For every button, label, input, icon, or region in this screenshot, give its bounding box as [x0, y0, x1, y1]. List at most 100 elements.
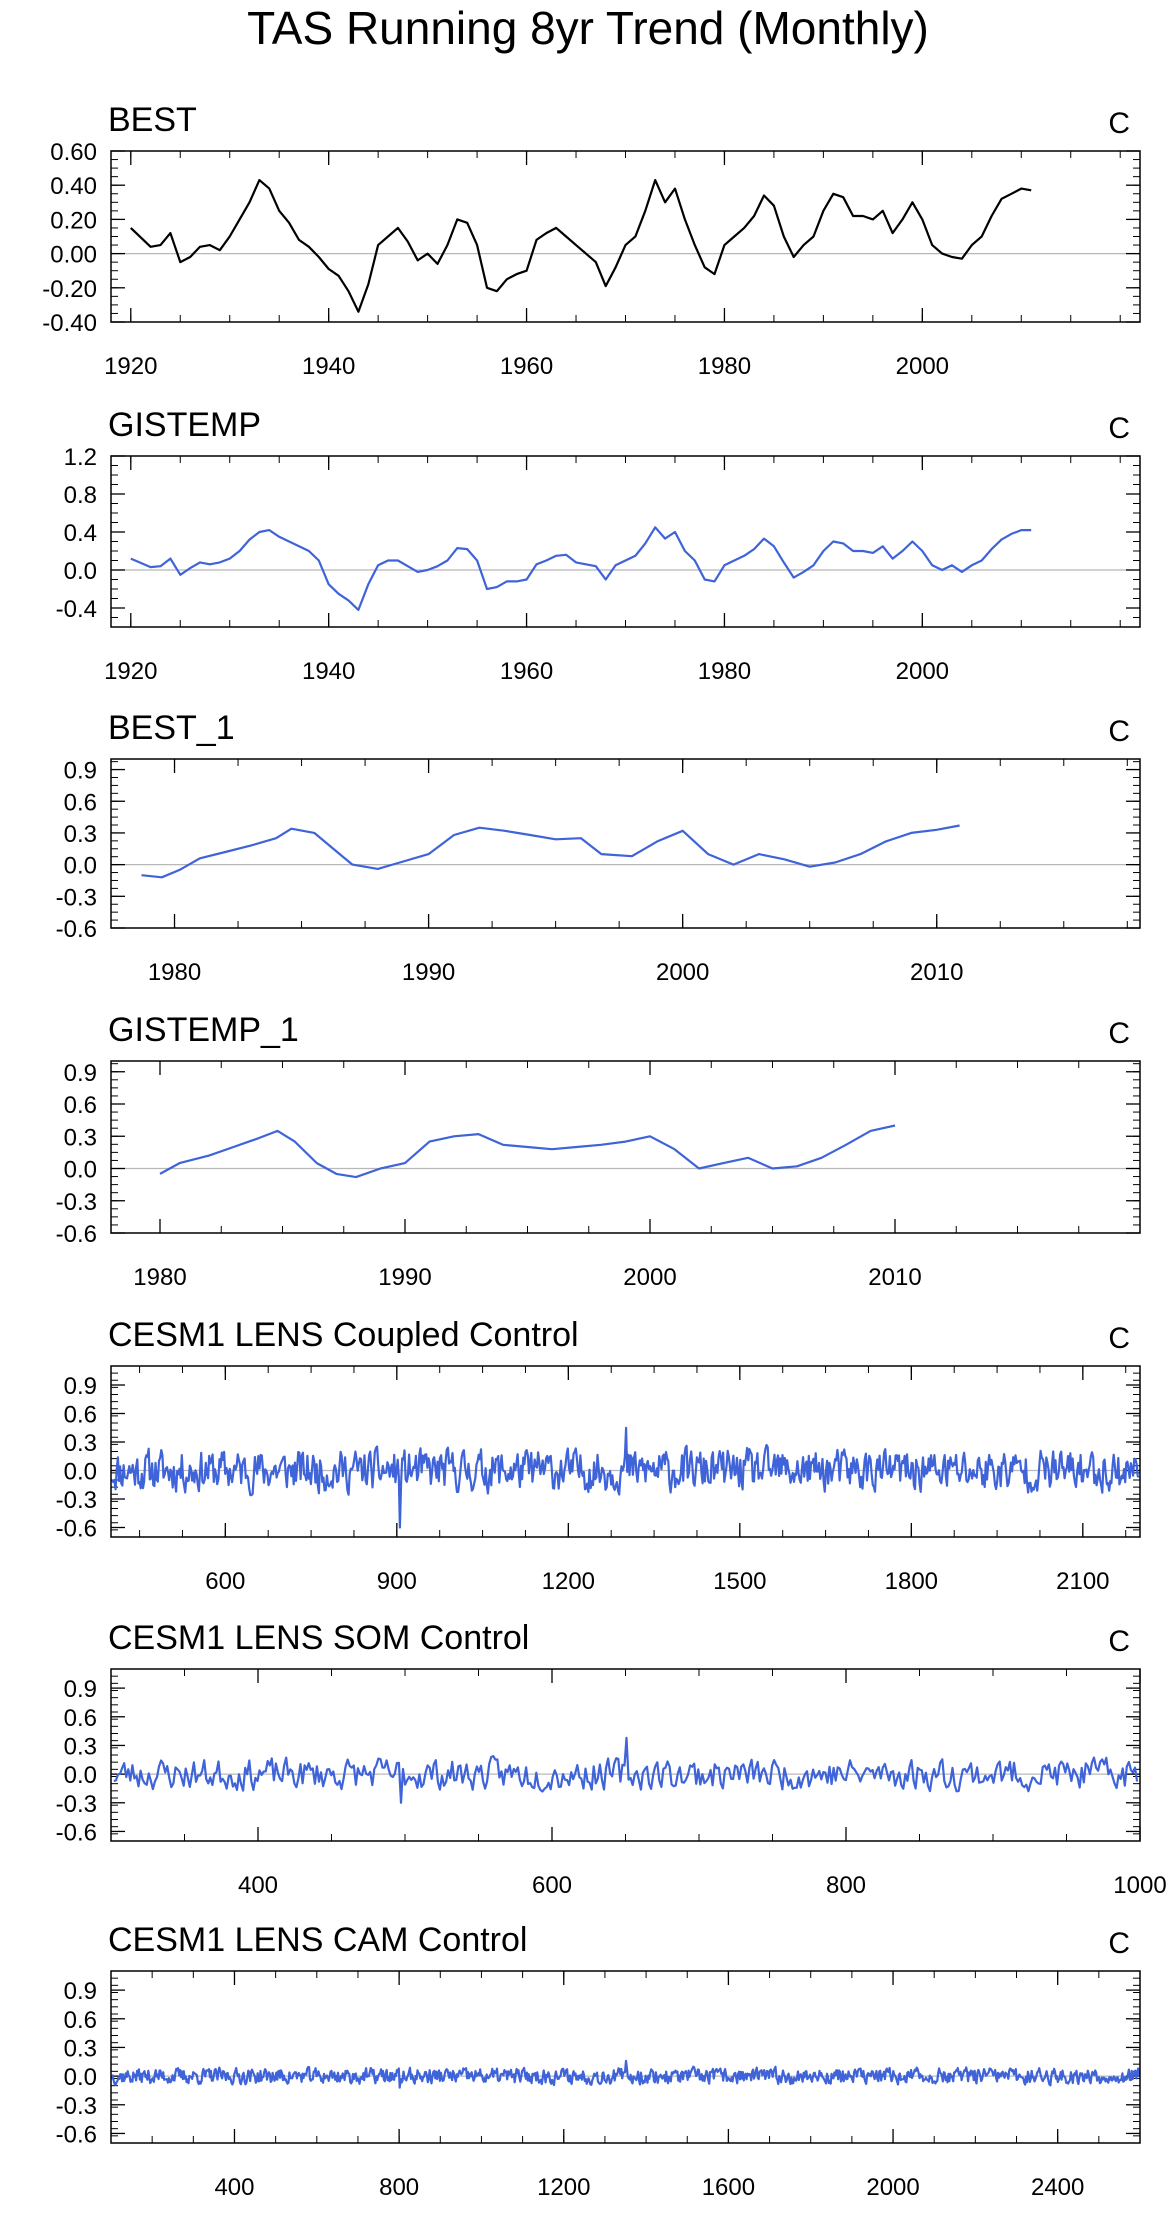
plot-frame [110, 1668, 1141, 1842]
y-tick-label: 0.0 [64, 2064, 97, 2091]
y-tick-label: -0.6 [56, 1221, 97, 1248]
x-tick-label: 2000 [896, 353, 949, 380]
y-tick-label: -0.3 [56, 884, 97, 911]
x-tick-label: 1200 [542, 1568, 595, 1595]
plot-frame [110, 455, 1141, 628]
x-tick-label: 1920 [104, 658, 157, 685]
series-line [130, 179, 1032, 313]
x-tick-label: 600 [205, 1568, 245, 1595]
y-tick-label: 0.20 [50, 207, 97, 234]
x-tick-label: 1200 [537, 2174, 590, 2201]
chart-units-label: C [1108, 1322, 1130, 1355]
x-tick-label: 2000 [866, 2174, 919, 2201]
x-tick-label: 1980 [133, 1264, 186, 1291]
y-tick-label: -0.3 [56, 1791, 97, 1818]
chart-panel: BEST C -0.40 -0.20 0.00 0.20 0.40 0.60 1920 1940 1… [42, 101, 1141, 380]
y-tick-label: 0.0 [64, 853, 97, 880]
x-tick-label: 1980 [148, 959, 201, 986]
y-tick-label: 0.40 [50, 173, 97, 200]
y-tick-label: 0.4 [64, 520, 97, 547]
y-tick-label: 0.3 [64, 1430, 97, 1457]
y-tick-label: 0.9 [64, 1978, 97, 2005]
chart-panel: CESM1 LENS CAM Control C -0.6-0.30.00.30.6… [56, 1921, 1141, 2201]
chart-units-label: C [1108, 107, 1130, 140]
y-tick-label: -0.6 [56, 1516, 97, 1543]
x-tick-label: 2000 [896, 658, 949, 685]
y-tick-label: 0.6 [64, 789, 97, 816]
chart-panel: CESM1 LENS Coupled Control C-0.6-0.30.00.… [56, 1316, 1141, 1595]
chart-units-label: C [1108, 1927, 1130, 1960]
y-tick-label: 0.3 [64, 1124, 97, 1151]
x-tick-label: 2010 [910, 959, 963, 986]
y-tick-label: 0.0 [64, 1157, 97, 1184]
plot-frame [110, 150, 1141, 323]
x-tick-label: 1990 [378, 1264, 431, 1291]
chart-panel: CESM1 LENS SOM Control C -0.6-0.30.00.30.6… [56, 1619, 1167, 1899]
chart-units-label: C [1108, 1625, 1130, 1658]
x-tick-label: 1920 [104, 353, 157, 380]
x-tick-label: 800 [379, 2174, 419, 2201]
y-tick-label: 0.0 [64, 1459, 97, 1486]
x-tick-label: 1940 [302, 658, 355, 685]
y-tick-label: 0.9 [64, 1676, 97, 1703]
y-tick-label: 0.6 [64, 2007, 97, 2034]
x-tick-label: 2100 [1056, 1568, 1109, 1595]
x-tick-label: 1960 [500, 658, 553, 685]
y-tick-label: 0.6 [64, 1092, 97, 1119]
plot-frame [110, 1365, 1141, 1538]
plot-frame [110, 1060, 1141, 1234]
y-tick-label: -0.40 [42, 310, 97, 337]
series-line [113, 1736, 1139, 1804]
x-tick-label: 1980 [698, 353, 751, 380]
y-tick-label: 0.6 [64, 1402, 97, 1429]
chart-title: BEST [108, 101, 197, 139]
chart-panel: GISTEMP_1 C -0.6 -0.3 0.0 0.3 0.6 0.9 1980 1990 20… [56, 1011, 1141, 1291]
plot-frame [110, 1970, 1141, 2144]
x-tick-label: 2400 [1031, 2174, 1084, 2201]
chart-title: CESM1 LENS Coupled Control [108, 1316, 579, 1354]
x-tick-label: 600 [532, 1872, 572, 1899]
y-tick-label: 0.8 [64, 482, 97, 509]
plot-frame [110, 758, 1141, 929]
y-tick-label: -0.4 [56, 596, 97, 623]
y-tick-label: 0.0 [64, 558, 97, 585]
chart-units-label: C [1108, 412, 1130, 445]
y-tick-label: -0.3 [56, 1189, 97, 1216]
x-tick-label: 400 [214, 2174, 254, 2201]
chart-title: GISTEMP_1 [108, 1011, 299, 1049]
y-tick-label: 0.9 [64, 758, 97, 785]
y-tick-label: -0.6 [56, 916, 97, 943]
x-tick-label: 1980 [698, 658, 751, 685]
x-tick-label: 2000 [656, 959, 709, 986]
series-line [130, 526, 1032, 611]
x-tick-label: 1000 [1113, 1872, 1166, 1899]
x-tick-label: 900 [377, 1568, 417, 1595]
y-tick-label: 0.9 [64, 1373, 97, 1400]
chart-units-label: C [1108, 1017, 1130, 1050]
y-tick-label: -0.6 [56, 1819, 97, 1846]
x-tick-label: 2000 [623, 1264, 676, 1291]
x-tick-label: 1800 [885, 1568, 938, 1595]
x-tick-label: 400 [238, 1872, 278, 1899]
y-tick-label: 1.2 [64, 444, 97, 471]
x-tick-label: 1500 [713, 1568, 766, 1595]
y-tick-label: 0.0 [64, 1762, 97, 1789]
series-line [111, 1426, 1140, 1529]
x-tick-label: 1940 [302, 353, 355, 380]
x-tick-label: 800 [826, 1872, 866, 1899]
chart-panel: BEST_1 C -0.6 -0.3 0.0 0.3 0.6 0.9 1980 1990 2000 2… [56, 709, 1141, 986]
y-tick-label: -0.20 [42, 276, 97, 303]
chart-panel: GISTEMP C -0.4 0.0 0.4 0.8 1.2 1920 1940 1960 1980… [56, 406, 1141, 685]
series-line [110, 2059, 1141, 2089]
y-tick-label: -0.3 [56, 2093, 97, 2120]
series-line [141, 824, 960, 879]
y-tick-label: 0.60 [50, 139, 97, 166]
y-tick-label: -0.6 [56, 2121, 97, 2148]
chart-title: GISTEMP [108, 406, 261, 444]
chart-units-label: C [1108, 715, 1130, 748]
y-tick-label: 0.3 [64, 2035, 97, 2062]
x-tick-label: 1960 [500, 353, 553, 380]
x-tick-label: 1990 [402, 959, 455, 986]
x-tick-label: 1600 [702, 2174, 755, 2201]
